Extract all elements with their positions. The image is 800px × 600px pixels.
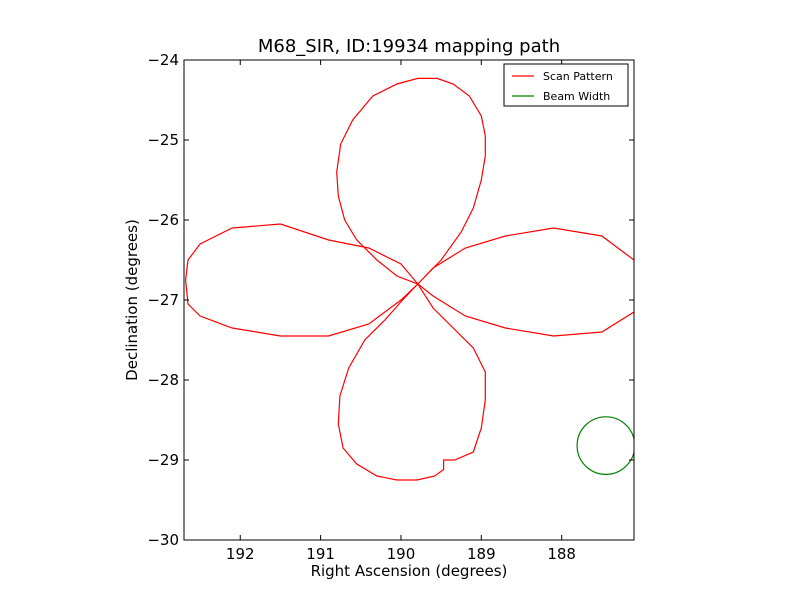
legend: Scan Pattern Beam Width (503, 63, 629, 107)
series-beam-width-circle (576, 416, 634, 475)
plot-area (184, 77, 634, 481)
y-tick-label: −28 (147, 371, 179, 389)
y-tick-label: −29 (147, 451, 179, 469)
x-tick-label: 190 (387, 545, 416, 563)
y-tick-label: −30 (147, 531, 179, 549)
x-axis-label: Right Ascension (degrees) (311, 562, 508, 580)
legend-label-scan-pattern: Scan Pattern (543, 70, 613, 83)
y-axis-ticks: −24 −25 −26 −27 −28 −29 −30 (147, 51, 634, 549)
y-tick-label: −24 (147, 51, 179, 69)
chart-title: M68_SIR, ID:19934 mapping path (258, 36, 560, 57)
y-tick-label: −25 (147, 131, 179, 149)
x-tick-label: 188 (547, 545, 576, 563)
y-tick-label: −27 (147, 291, 179, 309)
series-scan-pattern-line (184, 77, 634, 481)
x-tick-label: 189 (467, 545, 496, 563)
y-tick-label: −26 (147, 211, 179, 229)
x-tick-label: 192 (226, 545, 255, 563)
legend-box (503, 63, 629, 107)
x-tick-label: 191 (306, 545, 335, 563)
y-axis-label: Declination (degrees) (123, 219, 141, 381)
legend-label-beam-width: Beam Width (543, 90, 610, 103)
